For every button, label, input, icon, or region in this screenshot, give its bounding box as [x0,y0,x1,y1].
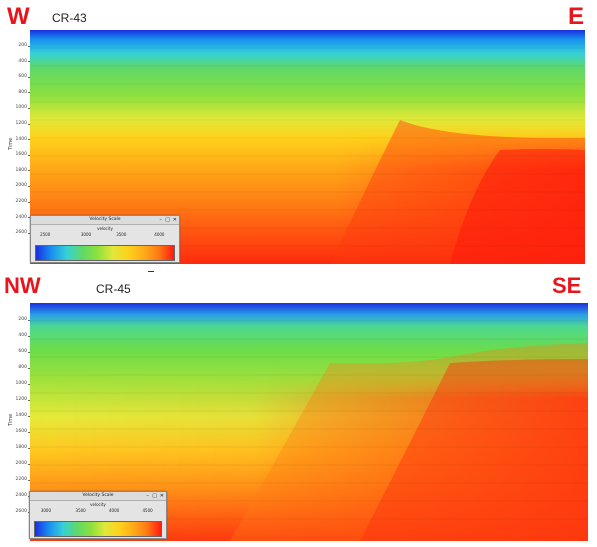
separator-dash [148,271,154,272]
velocity-scale-subtitle: velocity [90,502,106,507]
velocity-field-bottom [30,303,588,541]
time-tick: 2600 [0,509,30,514]
time-tick: 1200 [0,397,30,402]
direction-label-east: E [568,3,585,30]
time-tick: 800 [0,90,30,95]
time-tick: 2200 [0,199,30,204]
velocity-tick: 3500 [75,508,86,513]
velocity-tick: 3000 [40,508,51,513]
time-tick: 1600 [0,152,30,157]
velocity-scale-ticks: 2500 3000 3500 4000 [37,232,173,238]
direction-label-northwest: NW [4,273,41,298]
time-tick: 2000 [0,461,30,466]
time-axis-ticks: 200 400 600 800 1000 1200 1400 1600 1800 2000 2200… [0,28,30,266]
minimize-icon[interactable]: – [159,217,163,223]
time-tick: 600 [0,74,30,79]
time-tick: 1000 [0,105,30,110]
time-tick: 1800 [0,445,30,450]
velocity-tick: 2500 [40,232,51,237]
time-tick: 200 [0,43,30,48]
velocity-section-bottom: Time 200 400 600 800 1000 1200 1400 1600 1800 200… [0,302,597,542]
velocity-scale-title: Velocity Scale [30,492,166,501]
time-tick: 1000 [0,381,30,386]
time-tick: 2000 [0,183,30,188]
time-tick: 1800 [0,168,30,173]
velocity-scale-title: Velocity Scale [31,216,179,225]
time-tick: 1200 [0,121,30,126]
time-tick: 1600 [0,429,30,434]
velocity-tick: 4500 [142,508,153,513]
time-tick: 2200 [0,477,30,482]
time-tick: 200 [0,317,30,322]
time-tick: 400 [0,333,30,338]
time-axis-ticks: 200 400 600 800 1000 1200 1400 1600 1800 2000 2200… [0,302,30,542]
time-tick: 2600 [0,230,30,235]
close-icon[interactable]: ✕ [159,493,164,499]
velocity-scale-subtitle: velocity [97,226,113,231]
time-tick: 800 [0,365,30,370]
time-tick: 1400 [0,137,30,142]
velocity-scale-window-bottom[interactable]: Velocity Scale – □ ✕ velocity 3000 3500 … [29,491,167,539]
velocity-scale-window-top[interactable]: Velocity Scale – □ ✕ velocity 2500 3000 … [30,215,180,263]
maximize-icon[interactable]: □ [152,493,157,499]
direction-label-west: W [7,3,30,30]
time-tick: 600 [0,349,30,354]
velocity-tick: 3000 [80,232,92,237]
time-tick: 1400 [0,413,30,418]
maximize-icon[interactable]: □ [165,217,170,223]
time-tick: 2400 [0,493,30,498]
line-label-bottom: CR-45 [96,282,131,296]
velocity-section-top: Time 200 400 600 800 1000 1200 1400 1600 1800 200… [0,28,597,266]
minimize-icon[interactable]: – [146,493,150,499]
time-tick: 400 [0,59,30,64]
velocity-tick: 3500 [116,232,127,237]
velocity-color-bar [34,521,162,537]
velocity-color-bar [35,245,175,261]
velocity-scale-ticks: 3000 3500 4000 4500 [36,508,160,514]
velocity-tick: 4000 [154,232,165,237]
velocity-tick: 4000 [109,508,120,513]
close-icon[interactable]: ✕ [172,217,177,223]
direction-label-southeast: SE [552,273,582,298]
line-label-top: CR-43 [52,11,87,25]
time-tick: 2400 [0,215,30,220]
